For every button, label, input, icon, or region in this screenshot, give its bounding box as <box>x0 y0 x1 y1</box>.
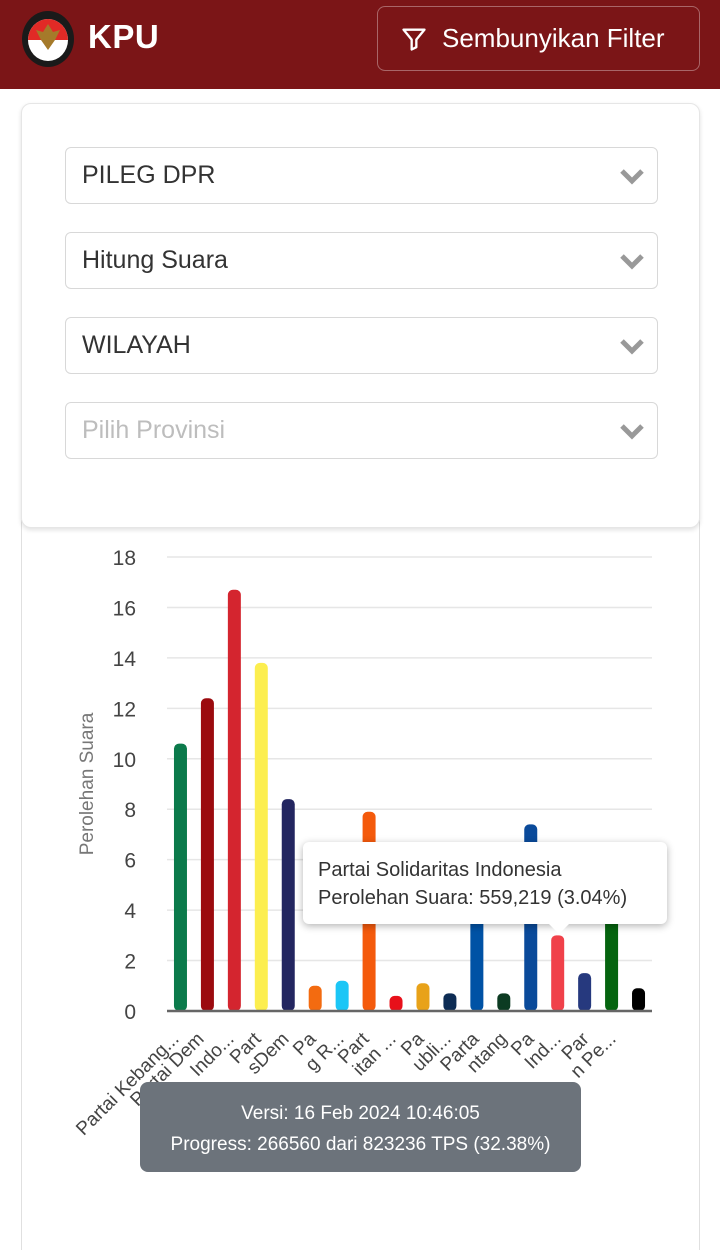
progress-text: Progress: 266560 dari 823236 TPS (32.38%… <box>170 1134 551 1155</box>
election-type-select[interactable]: PILEG DPR <box>65 147 658 204</box>
bar[interactable] <box>227 589 241 1011</box>
chevron-down-icon <box>620 339 644 355</box>
chevron-down-icon <box>620 169 644 185</box>
y-tick-label: 2 <box>124 951 136 974</box>
province-placeholder: Pilih Provinsi <box>82 416 226 444</box>
data-type-value: Hitung Suara <box>82 246 228 274</box>
y-axis-title: Perolehan Suara <box>77 712 98 855</box>
view-mode-select[interactable]: WILAYAH <box>65 317 658 374</box>
tooltip-party: Partai Solidaritas Indonesia <box>318 859 562 881</box>
filter-icon <box>402 28 426 51</box>
bar[interactable] <box>416 983 430 1011</box>
toggle-filter-button[interactable]: Sembunyikan Filter <box>377 6 700 71</box>
y-tick-label: 0 <box>124 1001 136 1024</box>
version-toast: Versi: 16 Feb 2024 10:46:05 Progress: 26… <box>140 1082 581 1172</box>
election-type-value: PILEG DPR <box>82 161 216 189</box>
bar[interactable] <box>335 980 349 1011</box>
y-tick-label: 12 <box>113 698 136 721</box>
bar[interactable] <box>254 662 268 1011</box>
y-tick-label: 10 <box>113 749 136 772</box>
version-text: Versi: 16 Feb 2024 10:46:05 <box>241 1103 480 1124</box>
y-tick-label: 4 <box>124 900 136 923</box>
bar[interactable] <box>200 698 214 1011</box>
y-tick-label: 8 <box>124 799 136 822</box>
bar[interactable] <box>443 993 457 1011</box>
y-tick-label: 18 <box>113 547 136 570</box>
chevron-down-icon <box>620 254 644 270</box>
bar[interactable] <box>281 799 295 1011</box>
bar[interactable] <box>551 935 565 1011</box>
bar[interactable] <box>470 897 484 1012</box>
bar[interactable] <box>605 897 619 1012</box>
kpu-logo-icon <box>22 11 74 67</box>
chevron-down-icon <box>620 424 644 440</box>
chart-tooltip: Partai Solidaritas Indonesia Perolehan S… <box>303 842 667 934</box>
toggle-filter-label: Sembunyikan Filter <box>442 23 665 53</box>
filter-panel: PILEG DPR Hitung Suara WILAYAH Pilih Pro… <box>21 103 700 528</box>
y-tick-label: 16 <box>113 597 136 620</box>
bar[interactable] <box>497 993 511 1011</box>
data-type-select[interactable]: Hitung Suara <box>65 232 658 289</box>
bar[interactable] <box>578 973 592 1011</box>
app-header: KPU Sembunyikan Filter <box>0 0 720 89</box>
bar[interactable] <box>632 988 646 1011</box>
brand-title: KPU <box>88 18 160 55</box>
bar[interactable] <box>173 743 187 1011</box>
province-select[interactable]: Pilih Provinsi <box>65 402 658 459</box>
view-mode-value: WILAYAH <box>82 331 191 359</box>
bar[interactable] <box>308 985 322 1011</box>
tooltip-votes: Perolehan Suara: 559,219 (3.04%) <box>318 887 628 909</box>
y-tick-label: 6 <box>124 850 136 873</box>
y-tick-label: 14 <box>113 648 137 671</box>
bar[interactable] <box>389 995 403 1011</box>
